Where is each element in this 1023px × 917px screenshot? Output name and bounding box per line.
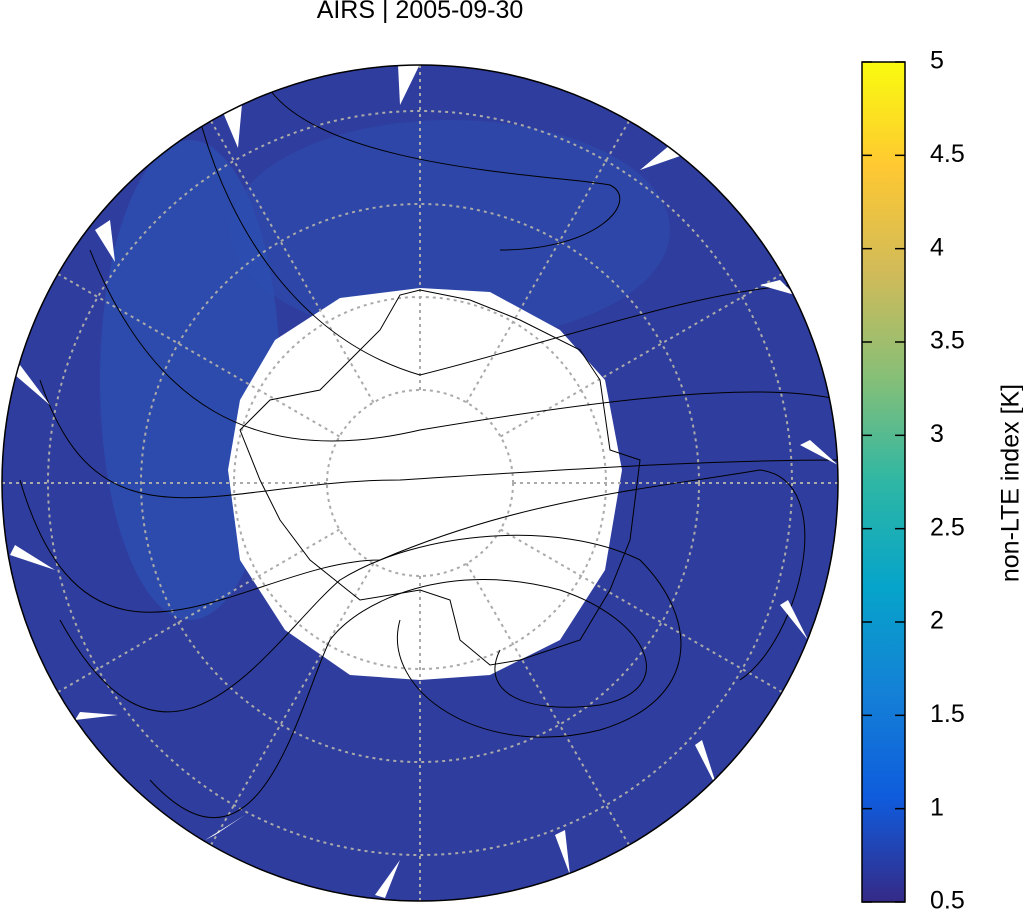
colorbar-tick-label: 3 — [930, 420, 944, 448]
colorbar-tick-label: 5 — [930, 47, 944, 75]
contour — [199, 119, 801, 376]
colorbar-label: non-LTE index [K] — [997, 384, 1023, 582]
colorbar-tick-label: 0.5 — [930, 887, 965, 912]
field-patch — [230, 120, 670, 340]
orbit-gap — [222, 104, 242, 148]
meridian — [57, 273, 340, 438]
orbit-gap — [760, 280, 795, 295]
map-border — [1, 64, 839, 902]
graticule — [2, 65, 838, 901]
orbit-gap — [10, 545, 55, 570]
map — [2, 65, 838, 901]
colorbar-tick-label: 4 — [930, 233, 944, 261]
latitude-circle — [140, 203, 700, 763]
title: AIRS | 2005-09-30 — [317, 0, 524, 24]
contour — [19, 469, 806, 681]
orbit-gap — [205, 815, 245, 840]
orbit-gap — [695, 740, 718, 790]
orbit-gap — [800, 440, 838, 465]
contour — [269, 89, 621, 251]
meridian — [210, 563, 375, 846]
colorbar-tick-label: 1 — [930, 793, 944, 821]
colorbar — [861, 61, 906, 903]
orbit-gap — [398, 65, 420, 105]
contour — [59, 534, 682, 738]
contour — [89, 249, 838, 442]
orbit-gap — [780, 600, 808, 640]
orbit-gap — [95, 220, 115, 262]
orbit-gap — [640, 145, 683, 170]
colorbar-tick-label: 2.5 — [930, 513, 965, 541]
meridian — [465, 563, 630, 846]
meridian — [465, 120, 630, 403]
orbit-gap — [15, 365, 50, 405]
meridian — [57, 528, 340, 693]
orbit-gap — [375, 860, 400, 898]
colorbar-ticks: 0.5 1 1.5 2 2.5 3 3.5 4 4.5 5 — [862, 47, 965, 915]
colorbar-tick-label: 3.5 — [930, 327, 965, 355]
orbit-gap — [75, 712, 118, 720]
colorbar-tick-label: 4.5 — [930, 140, 965, 168]
latitude-circle — [47, 110, 793, 856]
orbit-gap — [555, 830, 570, 875]
colorbar-tick-label: 2 — [930, 607, 944, 635]
meridian — [210, 120, 375, 403]
coastline — [239, 289, 641, 666]
contour — [39, 379, 838, 499]
contour — [149, 579, 647, 819]
colorbar-tick-label: 1.5 — [930, 700, 965, 728]
meridian — [500, 273, 783, 438]
meridian — [500, 528, 783, 693]
